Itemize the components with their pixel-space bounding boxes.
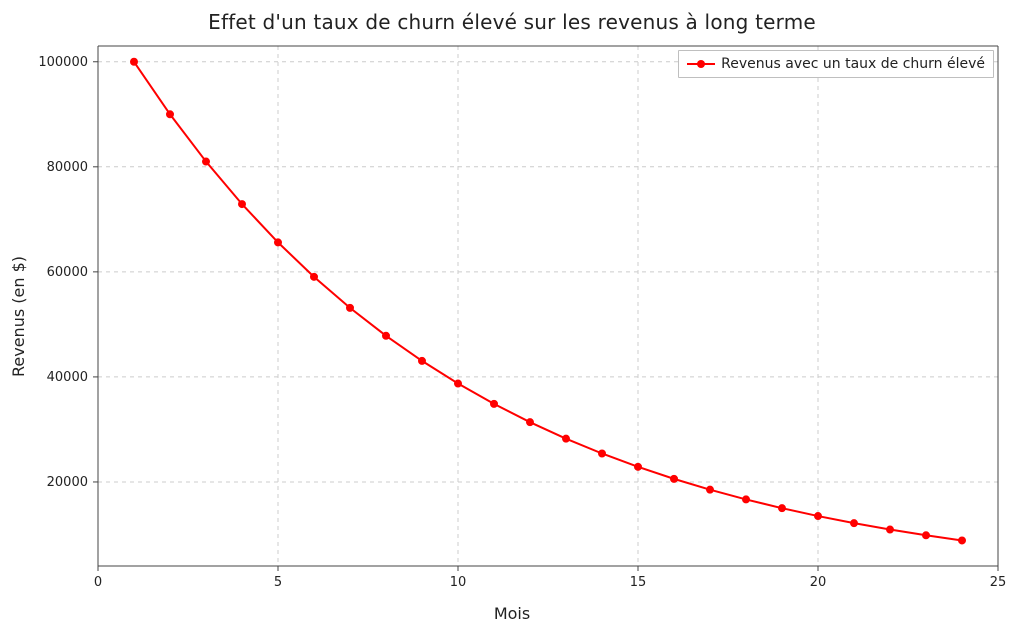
series-marker [419,357,426,364]
series-marker [923,532,930,539]
series-marker [491,400,498,407]
series-marker [707,486,714,493]
x-tick-label: 15 [630,575,647,590]
plot-background [0,0,1024,633]
x-tick-label: 0 [94,575,102,590]
series-marker [851,520,858,527]
y-tick-label: 80000 [47,160,88,175]
legend-swatch [687,57,715,71]
legend-label: Revenus avec un taux de churn élevé [721,56,985,72]
series-marker [167,111,174,118]
series-marker [779,505,786,512]
series-marker [527,419,534,426]
chart-title: Effet d'un taux de churn élevé sur les r… [0,10,1024,34]
series-marker [383,332,390,339]
series-marker [815,513,822,520]
legend: Revenus avec un taux de churn élevé [678,50,994,78]
legend-dot [697,60,705,68]
series-marker [959,537,966,544]
series-marker [347,304,354,311]
series-marker [131,58,138,65]
chart-container: Effet d'un taux de churn élevé sur les r… [0,0,1024,633]
series-marker [239,201,246,208]
series-marker [563,435,570,442]
series-marker [671,475,678,482]
series-marker [635,463,642,470]
y-tick-label: 40000 [47,370,88,385]
y-tick-label: 60000 [47,265,88,280]
series-marker [203,158,210,165]
x-tick-label: 25 [990,575,1007,590]
x-tick-label: 10 [450,575,467,590]
y-tick-label: 20000 [47,475,88,490]
series-marker [275,239,282,246]
x-tick-label: 20 [810,575,827,590]
y-axis-label: Revenus (en $) [8,0,28,633]
y-tick-label: 100000 [38,55,88,70]
series-marker [455,380,462,387]
series-marker [743,496,750,503]
series-marker [599,450,606,457]
series-marker [311,273,318,280]
x-tick-label: 5 [274,575,282,590]
series-marker [887,526,894,533]
x-axis-label: Mois [0,604,1024,623]
chart-svg: 0 5 10 15 20 25 20000 40000 60000 80000 100000 [0,0,1024,633]
